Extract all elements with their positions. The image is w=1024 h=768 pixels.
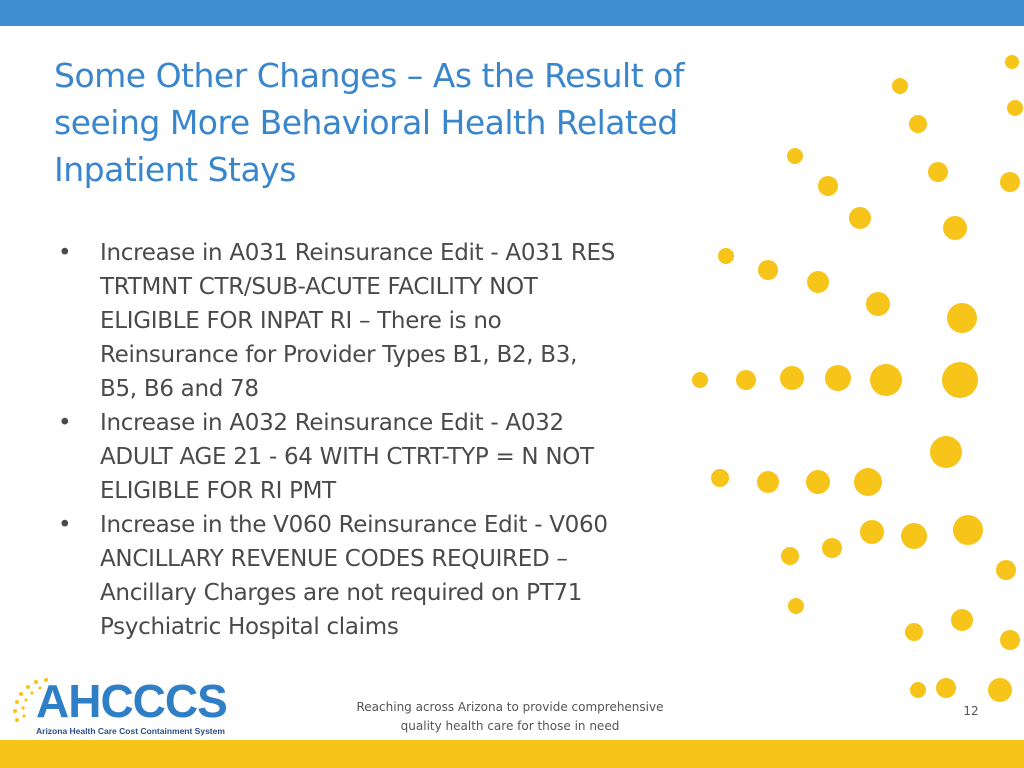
sun-dot [807,271,829,293]
sun-dot [901,523,927,549]
sun-dot [943,216,967,240]
sun-dot [781,547,799,565]
sun-dot [930,436,962,468]
sun-dot [822,538,842,558]
bullet-line: ANCILLARY REVENUE CODES REQUIRED – [100,546,568,572]
sun-dot [988,678,1012,702]
sun-dot [870,364,902,396]
bullet-marker: • [58,410,72,436]
sun-rays-icon [13,678,48,722]
sun-dot [825,365,851,391]
bullet-line: B5, B6 and 78 [100,376,259,402]
page-number: 12 [963,704,979,718]
sun-dot [1005,55,1019,69]
sun-dot [788,598,804,614]
bullet-marker: • [58,240,72,266]
logo-subtitle: Arizona Health Care Cost Containment Sys… [36,726,225,736]
bullet-line: Psychiatric Hospital claims [100,614,399,640]
sun-dot [936,678,956,698]
bullet-marker: • [58,512,72,538]
bullet-line: TRTMNT CTR/SUB-ACUTE FACILITY NOT [100,274,538,300]
title-line: Some Other Changes – As the Result of [54,56,684,95]
sun-dot [951,609,973,631]
title-line: Inpatient Stays [54,150,296,189]
bullet-line: Reinsurance for Provider Types B1, B2, B… [100,342,578,368]
sun-dot [942,362,978,398]
sun-dot [711,469,729,487]
bullet-line: Increase in A031 Reinsurance Edit - A031… [100,240,616,266]
sun-dot [780,366,804,390]
sun-dot [818,176,838,196]
footer-tagline: Reaching across Arizona to provide compr… [340,698,680,736]
sun-dot [1000,630,1020,650]
ahcccs-logo: AHCCCS Arizona Health Care Cost Containm… [10,674,250,738]
bullet-list: • Increase in A031 Reinsurance Edit - A0… [56,236,696,644]
tagline-line: quality health care for those in need [400,719,620,733]
sun-dot [692,372,708,388]
sun-dot [1000,172,1020,192]
bullet-item: • Increase in the V060 Reinsurance Edit … [56,508,696,644]
sun-dot [953,515,983,545]
sun-dot [996,560,1016,580]
title-line: seeing More Behavioral Health Related [54,103,678,142]
sun-dot [947,303,977,333]
bullet-item: • Increase in A031 Reinsurance Edit - A0… [56,236,696,406]
sun-dot [905,623,923,641]
sun-dot [787,148,803,164]
sun-dot [860,520,884,544]
sun-dot [910,682,926,698]
bullet-line: Ancillary Charges are not required on PT… [100,580,583,606]
bullet-line: ELIGIBLE FOR INPAT RI – There is no [100,308,502,334]
sun-dot [928,162,948,182]
slide-title: Some Other Changes – As the Result of se… [54,52,774,193]
sun-dot [892,78,908,94]
sun-dot [1007,100,1023,116]
sun-dot [718,248,734,264]
logo-wordmark: AHCCCS [36,675,228,727]
bottom-accent-bar [0,740,1024,768]
tagline-line: Reaching across Arizona to provide compr… [356,700,664,714]
bullet-line: Increase in the V060 Reinsurance Edit - … [100,512,608,538]
sun-dot [806,470,830,494]
sun-dot [854,468,882,496]
sun-dot [736,370,756,390]
sun-dot [758,260,778,280]
top-accent-bar [0,0,1024,26]
sun-dot [757,471,779,493]
sun-dot [866,292,890,316]
sun-dot [849,207,871,229]
bullet-line: Increase in A032 Reinsurance Edit - A032 [100,410,564,436]
bullet-item: • Increase in A032 Reinsurance Edit - A0… [56,406,696,508]
bullet-line: ELIGIBLE FOR RI PMT [100,478,336,504]
sun-dot [909,115,927,133]
bullet-line: ADULT AGE 21 - 64 WITH CTRT-TYP = N NOT [100,444,594,470]
